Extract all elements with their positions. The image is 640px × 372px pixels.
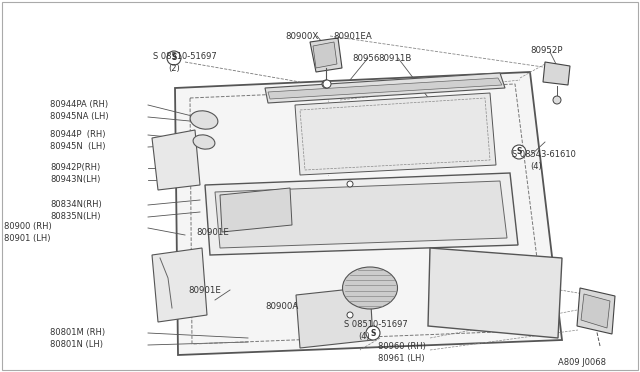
Polygon shape [428, 248, 562, 338]
Polygon shape [296, 287, 373, 348]
Text: S: S [516, 148, 522, 157]
Text: 80945NA (LH): 80945NA (LH) [50, 112, 109, 121]
Text: (4): (4) [530, 162, 541, 171]
Polygon shape [313, 42, 337, 68]
Text: (4): (4) [358, 332, 370, 341]
Text: S 08510-51697: S 08510-51697 [153, 52, 217, 61]
Circle shape [323, 80, 331, 88]
Text: 80911B: 80911B [378, 54, 412, 63]
Circle shape [553, 96, 561, 104]
Text: 80900X: 80900X [285, 32, 318, 41]
Text: 80942P(RH): 80942P(RH) [50, 163, 100, 172]
Text: 80835N(LH): 80835N(LH) [50, 212, 100, 221]
Ellipse shape [193, 135, 215, 149]
Text: 80834N(RH): 80834N(RH) [50, 200, 102, 209]
Polygon shape [220, 188, 292, 232]
Text: A809 J0068: A809 J0068 [558, 358, 606, 367]
Text: 80900 (RH): 80900 (RH) [4, 222, 52, 231]
Polygon shape [581, 294, 610, 328]
Polygon shape [215, 181, 507, 248]
Text: S 08543-61610: S 08543-61610 [512, 150, 576, 159]
Polygon shape [543, 62, 570, 85]
Text: 80901EA: 80901EA [333, 32, 372, 41]
Polygon shape [577, 288, 615, 334]
Text: (2): (2) [168, 64, 180, 73]
Polygon shape [152, 130, 200, 190]
Text: 80901E: 80901E [196, 228, 229, 237]
Polygon shape [205, 173, 518, 255]
Circle shape [366, 326, 380, 340]
Circle shape [167, 51, 181, 65]
Polygon shape [265, 73, 505, 103]
Text: 80960 (RH): 80960 (RH) [378, 342, 426, 351]
Polygon shape [152, 248, 207, 322]
Ellipse shape [190, 111, 218, 129]
Text: S 08510-51697: S 08510-51697 [344, 320, 408, 329]
Circle shape [347, 181, 353, 187]
Text: S: S [371, 328, 376, 337]
Text: 80945N  (LH): 80945N (LH) [50, 142, 106, 151]
Polygon shape [268, 78, 502, 99]
Text: 80944P  (RH): 80944P (RH) [50, 130, 106, 139]
Text: 80901 (LH): 80901 (LH) [4, 234, 51, 243]
Ellipse shape [342, 267, 397, 309]
Text: 80961 (LH): 80961 (LH) [378, 354, 424, 363]
Circle shape [322, 80, 330, 88]
Text: S: S [172, 54, 177, 62]
Text: 80901E: 80901E [188, 286, 221, 295]
Text: 80956: 80956 [352, 54, 380, 63]
Text: 80952P: 80952P [530, 46, 563, 55]
Circle shape [347, 312, 353, 318]
Circle shape [512, 145, 526, 159]
Text: 80801N (LH): 80801N (LH) [50, 340, 103, 349]
Polygon shape [310, 38, 342, 72]
Text: 80943N(LH): 80943N(LH) [50, 175, 100, 184]
Text: 80944PA (RH): 80944PA (RH) [50, 100, 108, 109]
Polygon shape [175, 72, 562, 355]
Polygon shape [295, 93, 496, 175]
Text: 80900A: 80900A [265, 302, 298, 311]
Text: 80801M (RH): 80801M (RH) [50, 328, 105, 337]
